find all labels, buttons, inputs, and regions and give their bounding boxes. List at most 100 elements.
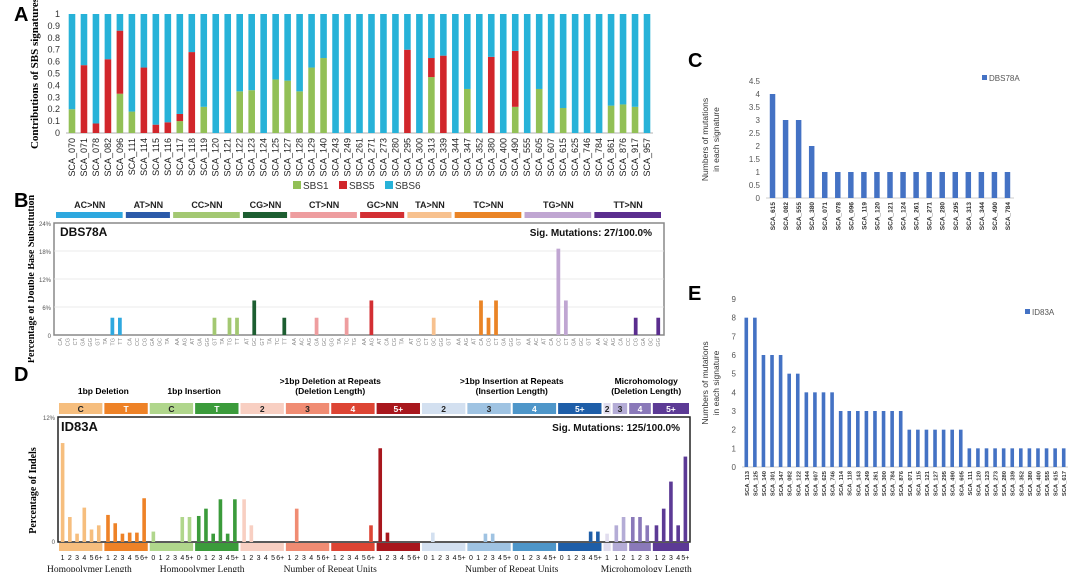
bar [887, 172, 893, 198]
bar [314, 317, 319, 335]
legend-swatch [339, 181, 347, 189]
group-header-strip [454, 212, 522, 218]
x-tick-label: SCA_295 [402, 138, 412, 177]
x-tick-label: SCA_078 [835, 202, 842, 231]
bar-sbs1 [248, 90, 255, 133]
signature-note: Sig. Mutations: 125/100.0% [552, 423, 680, 434]
header-group-label: 1bp Insertion [167, 386, 220, 396]
y-tick-label: 0.2 [47, 104, 60, 114]
bar [225, 533, 230, 542]
bar [654, 525, 659, 542]
y-tick-label: 0.4 [47, 80, 60, 90]
x-tick-label: 1 [378, 555, 382, 562]
bar [952, 172, 959, 198]
bar [249, 525, 254, 542]
bar [967, 448, 972, 467]
x-tick-label: SCA_617 [1062, 471, 1068, 496]
x-tick-label: 2 [529, 555, 533, 562]
x-tick-label: GC [432, 338, 438, 346]
header-sub-box [652, 403, 689, 414]
y-axis-label: Percentage of Double Base Substitution [28, 195, 37, 363]
x-tick-label: SCA_615 [770, 202, 777, 231]
x-tick-label: SCA_120 [976, 471, 982, 496]
panel-letter-e: E [688, 283, 702, 305]
bar-sbs5 [440, 55, 447, 133]
x-tick-label: SCA_555 [522, 138, 532, 177]
bar-sbs5 [404, 49, 411, 134]
x-tick-label: 2 [386, 555, 390, 562]
legend-swatch [982, 75, 987, 80]
x-tick-label: CA [128, 338, 134, 346]
x-tick-label: SCA_071 [79, 138, 89, 177]
x-tick-label: 0 [560, 555, 564, 562]
x-tick-label: SCA_096 [848, 202, 855, 231]
x-tick-label: 3 [257, 555, 261, 562]
x-tick-label: GC [579, 338, 585, 346]
header-sub-label: T [214, 404, 220, 414]
x-tick-label: SCA_115 [151, 138, 161, 176]
x-tick-label: SCA_861 [606, 138, 616, 177]
x-tick-label: SCA_400 [498, 138, 508, 177]
bar [976, 448, 980, 467]
x-tick-label: SCA_784 [891, 470, 897, 496]
x-tick-label: GT [447, 337, 453, 345]
bar [82, 507, 87, 542]
bar-sbs6 [643, 14, 651, 133]
bar-sbs5 [511, 50, 519, 107]
x-tick-label: GA [502, 338, 508, 346]
x-tick-label: 1 [288, 555, 292, 562]
x-tick-label: 4 [498, 555, 502, 562]
bar [848, 172, 854, 198]
x-tick-label: SCA_490 [951, 471, 957, 496]
x-tick-label: GC [158, 338, 164, 346]
header-sub-label: 4 [638, 404, 643, 414]
x-tick-label: SCA_301 [771, 470, 777, 496]
bar-sbs6 [248, 14, 255, 91]
group-header-strip [173, 212, 240, 218]
bar [898, 411, 903, 467]
y-tick-label: 4 [756, 90, 761, 99]
bar [873, 411, 877, 467]
bar-sbs6 [404, 14, 411, 50]
x-tick-label: 0 [424, 555, 428, 562]
bar [621, 517, 626, 542]
x-tick-label: TA [337, 338, 343, 345]
x-tick-label: SCA_555 [796, 202, 803, 231]
y-tick-label: 0.6 [47, 57, 60, 67]
header-group-label: 1bp Deletion [78, 386, 129, 396]
x-tick-label: 1 [655, 555, 659, 562]
bar-sbs6 [260, 14, 267, 133]
bar [204, 508, 208, 542]
bottom-strip [603, 543, 611, 551]
legend-label: SBS1 [303, 181, 329, 190]
bar [1036, 448, 1040, 467]
bar-sbs6 [428, 14, 435, 59]
bar [196, 515, 201, 542]
y-tick-label: 18% [39, 250, 52, 256]
x-tick-label: 4 [400, 555, 404, 562]
bar [770, 355, 774, 467]
y-tick-label: 3.5 [749, 103, 761, 112]
header-sub-box [629, 403, 651, 414]
x-tick-label: SCA_352 [474, 138, 484, 177]
x-tick-label: SCA_352 [1019, 471, 1025, 496]
bar-sbs1 [128, 111, 136, 133]
x-tick-label: SCA_127 [283, 138, 293, 177]
y-axis-label-line1: Numbers of mutations [700, 341, 710, 424]
x-tick-label: 3 [75, 555, 79, 562]
x-tick-label: CG [392, 338, 398, 346]
x-tick-label: SCA_125 [753, 470, 759, 496]
bar [991, 172, 998, 198]
bar [187, 517, 192, 542]
bar [847, 411, 852, 467]
x-tick-label: SCA_615 [1054, 470, 1060, 496]
header-sub-label: T [123, 404, 129, 414]
x-tick-label: TC [275, 338, 281, 345]
x-tick-label: SCA_114 [139, 138, 149, 176]
x-tick-label: SCA_615 [558, 138, 568, 177]
x-tick-label: 1 [106, 555, 110, 562]
legend-label: ID83A [1032, 308, 1055, 317]
group-header-strip [360, 212, 405, 218]
group-header-label: CC>NN [191, 200, 222, 210]
x-tick-label: GT [212, 337, 218, 345]
